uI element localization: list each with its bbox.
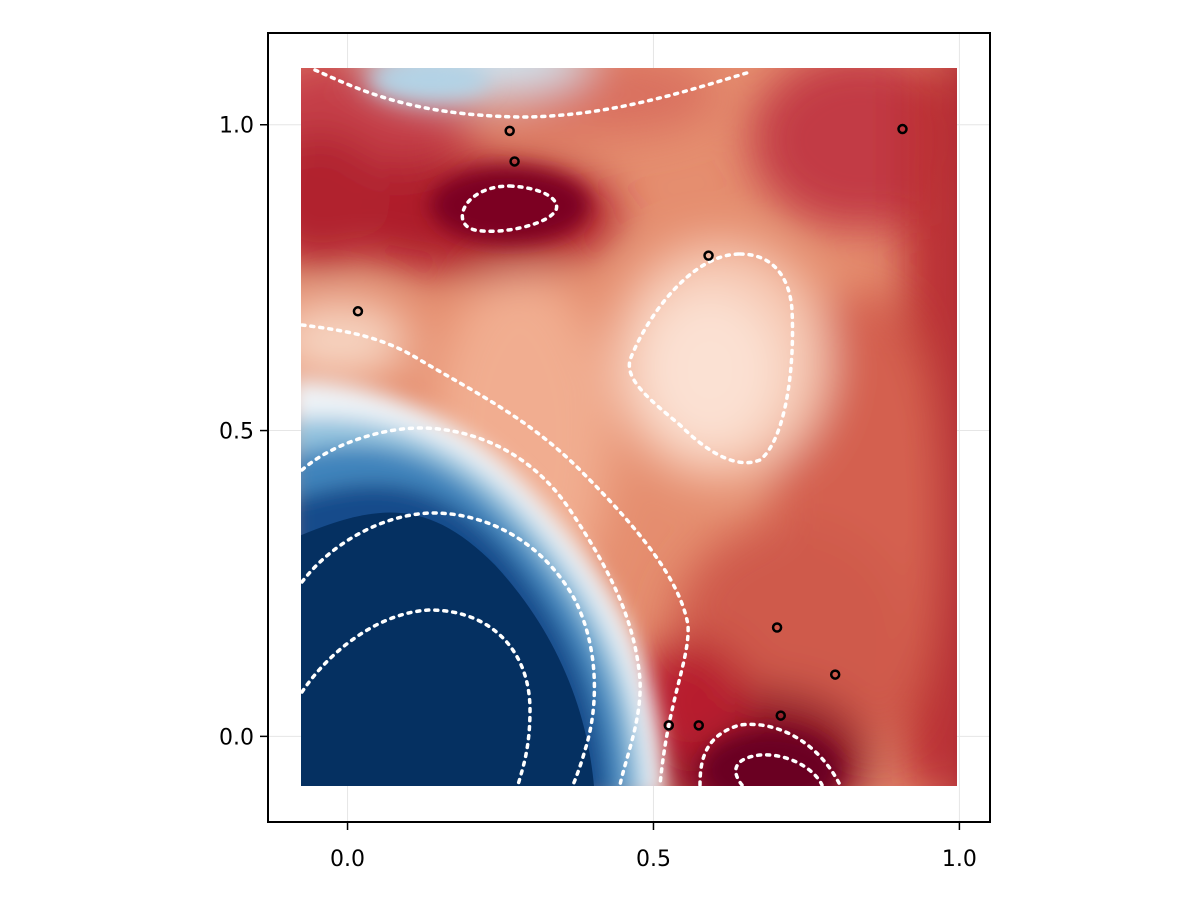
contour-line [301,511,597,786]
sample-point [509,156,520,167]
contour-line [301,323,690,786]
contour-lines [301,68,842,786]
contour-line [627,252,795,465]
contour-line [301,426,642,786]
tick-labels: 0.0 0.5 1.0 0.0 0.5 1.0 [219,114,977,872]
contour-line [460,184,559,234]
sample-point [504,125,515,137]
y-tick-label: 1.0 [219,114,254,139]
sample-point [897,123,908,135]
sample-point [775,710,786,721]
axis-ticks [260,123,961,830]
contour-line [734,753,824,786]
sample-point [663,720,675,731]
x-tick-label: 0.0 [330,847,365,872]
sample-point [771,622,783,633]
heatmap-field [301,68,957,786]
contour-line [301,608,532,786]
x-tick-label: 1.0 [942,847,977,872]
sample-point [352,306,364,317]
sample-points [352,123,908,731]
x-tick-label: 0.5 [636,847,671,872]
sample-point [829,669,841,680]
y-tick-label: 0.0 [219,725,254,750]
sample-point [703,250,714,261]
y-tick-label: 0.5 [219,420,254,445]
plot-frame [267,32,991,823]
contour-line [698,722,842,786]
sample-point [693,720,705,731]
